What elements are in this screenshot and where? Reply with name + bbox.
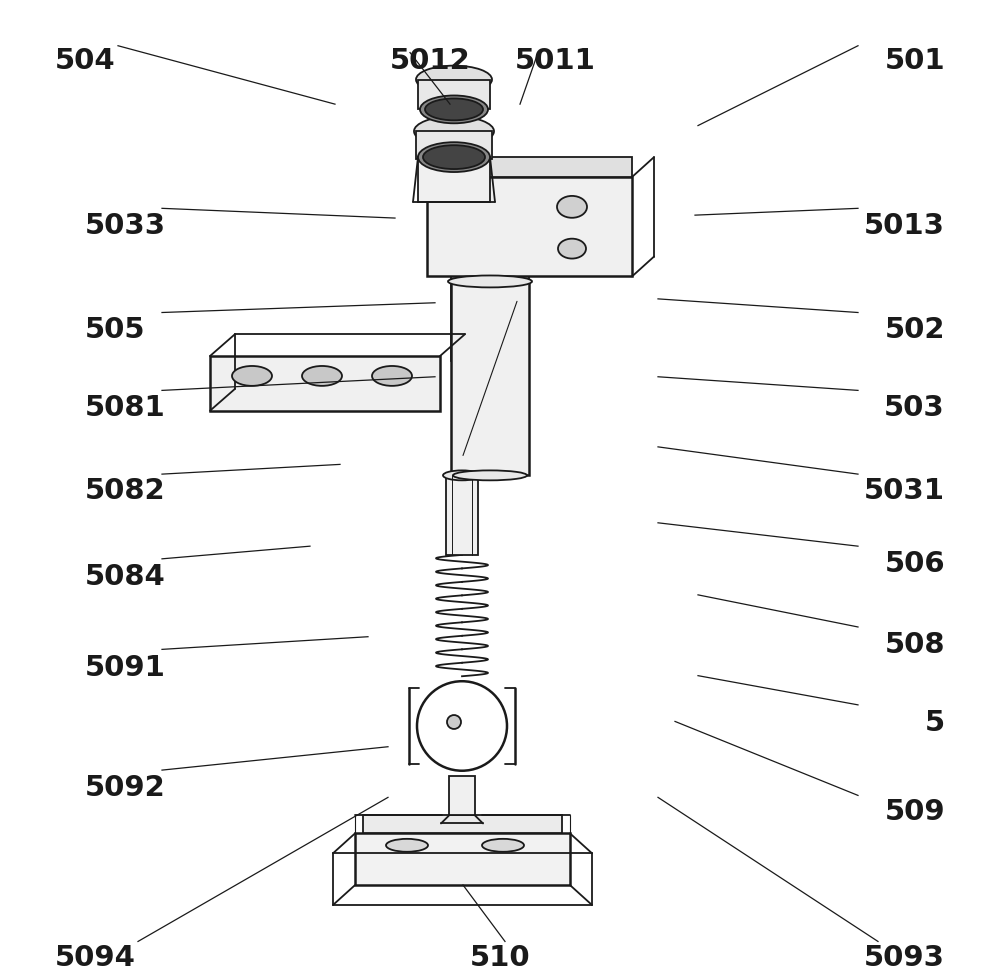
Bar	[418, 80, 490, 111]
Bar	[446, 476, 478, 556]
Bar	[451, 282, 529, 476]
Text: 5013: 5013	[864, 212, 945, 240]
Text: 5031: 5031	[864, 476, 945, 505]
Ellipse shape	[425, 100, 483, 121]
Ellipse shape	[232, 367, 272, 386]
Ellipse shape	[423, 146, 485, 170]
Bar	[418, 158, 490, 202]
Ellipse shape	[372, 367, 412, 386]
Text: 503: 503	[884, 394, 945, 422]
Text: 5082: 5082	[85, 476, 166, 505]
Bar	[449, 776, 475, 816]
Text: 5084: 5084	[85, 562, 166, 590]
Bar	[416, 132, 492, 160]
Circle shape	[447, 715, 461, 730]
Circle shape	[417, 682, 507, 771]
Bar	[210, 357, 440, 412]
Ellipse shape	[420, 97, 488, 124]
Ellipse shape	[558, 240, 586, 259]
Text: 505: 505	[85, 316, 146, 344]
Ellipse shape	[386, 839, 428, 852]
Ellipse shape	[302, 367, 342, 386]
Text: 5033: 5033	[85, 212, 166, 240]
Bar	[363, 816, 562, 833]
Text: 510: 510	[470, 944, 530, 971]
Ellipse shape	[414, 117, 494, 147]
Text: 508: 508	[885, 630, 945, 658]
Ellipse shape	[482, 839, 524, 852]
Bar	[427, 178, 632, 277]
Bar	[355, 833, 570, 885]
Text: 5094: 5094	[55, 944, 136, 971]
Text: 504: 504	[55, 47, 116, 74]
Bar	[449, 158, 632, 178]
Ellipse shape	[448, 276, 532, 289]
Text: 509: 509	[884, 797, 945, 825]
Text: 5011: 5011	[515, 47, 595, 74]
Text: 5091: 5091	[85, 653, 166, 682]
Ellipse shape	[557, 197, 587, 218]
Ellipse shape	[443, 471, 481, 481]
Text: 501: 501	[884, 47, 945, 74]
Text: 5092: 5092	[85, 774, 166, 801]
Ellipse shape	[453, 471, 527, 481]
Text: 502: 502	[885, 316, 945, 344]
Text: 5012: 5012	[390, 47, 470, 74]
Ellipse shape	[418, 143, 490, 173]
Text: 5093: 5093	[864, 944, 945, 971]
Text: 506: 506	[884, 550, 945, 577]
Bar	[451, 274, 529, 362]
Text: 5081: 5081	[85, 394, 166, 422]
Text: 5: 5	[925, 708, 945, 736]
Ellipse shape	[416, 67, 492, 95]
